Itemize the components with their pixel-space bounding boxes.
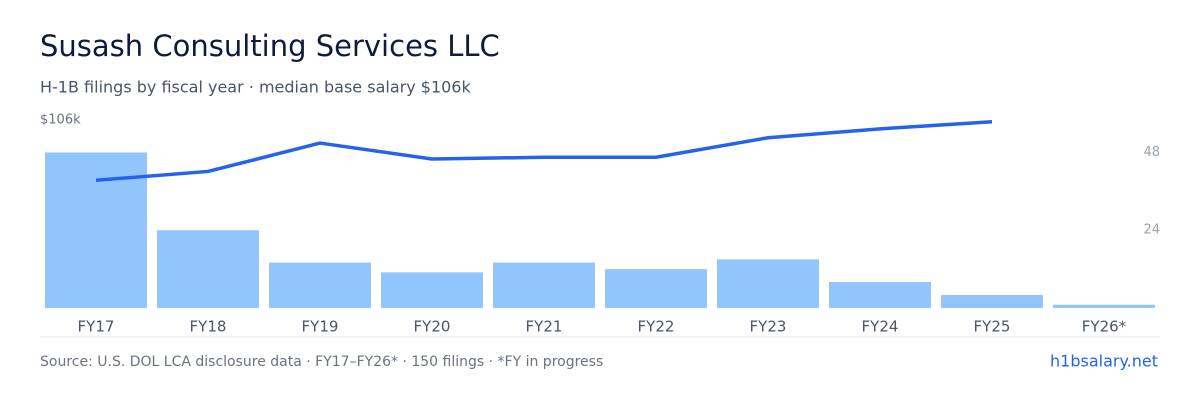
x-tick-label: FY20 [414, 318, 451, 336]
bar [717, 259, 819, 308]
line [95, 120, 993, 183]
x-tick-label: FY17 [78, 318, 115, 336]
bar [493, 262, 595, 308]
bar [941, 295, 1043, 308]
y2-tick-label: 24 [1143, 223, 1160, 238]
x-tick-label: FY18 [190, 318, 227, 336]
y2-tick-label: 48 [1143, 145, 1160, 160]
x-tick-label: FY19 [302, 318, 339, 336]
bar [1053, 304, 1155, 308]
chart-title: Susash Consulting Services LLC [40, 29, 500, 63]
y-tick-label: $106k [40, 113, 81, 128]
x-tick-label: FY23 [750, 318, 787, 336]
source-note: Source: U.S. DOL LCA disclosure data · F… [40, 354, 603, 370]
chart-subtitle: H-1B filings by fiscal year · median bas… [40, 78, 471, 97]
brand-link[interactable]: h1bsalary.net [1050, 352, 1158, 371]
bar [381, 272, 483, 308]
x-tick-label: FY22 [638, 318, 675, 336]
x-tick-label: FY25 [974, 318, 1011, 336]
bar [157, 230, 259, 308]
x-tick-label: FY24 [862, 318, 899, 336]
x-tick-label: FY21 [526, 318, 563, 336]
x-tick-label: FY26* [1082, 318, 1127, 336]
bar [829, 282, 931, 308]
bar [269, 262, 371, 308]
bar [605, 269, 707, 308]
